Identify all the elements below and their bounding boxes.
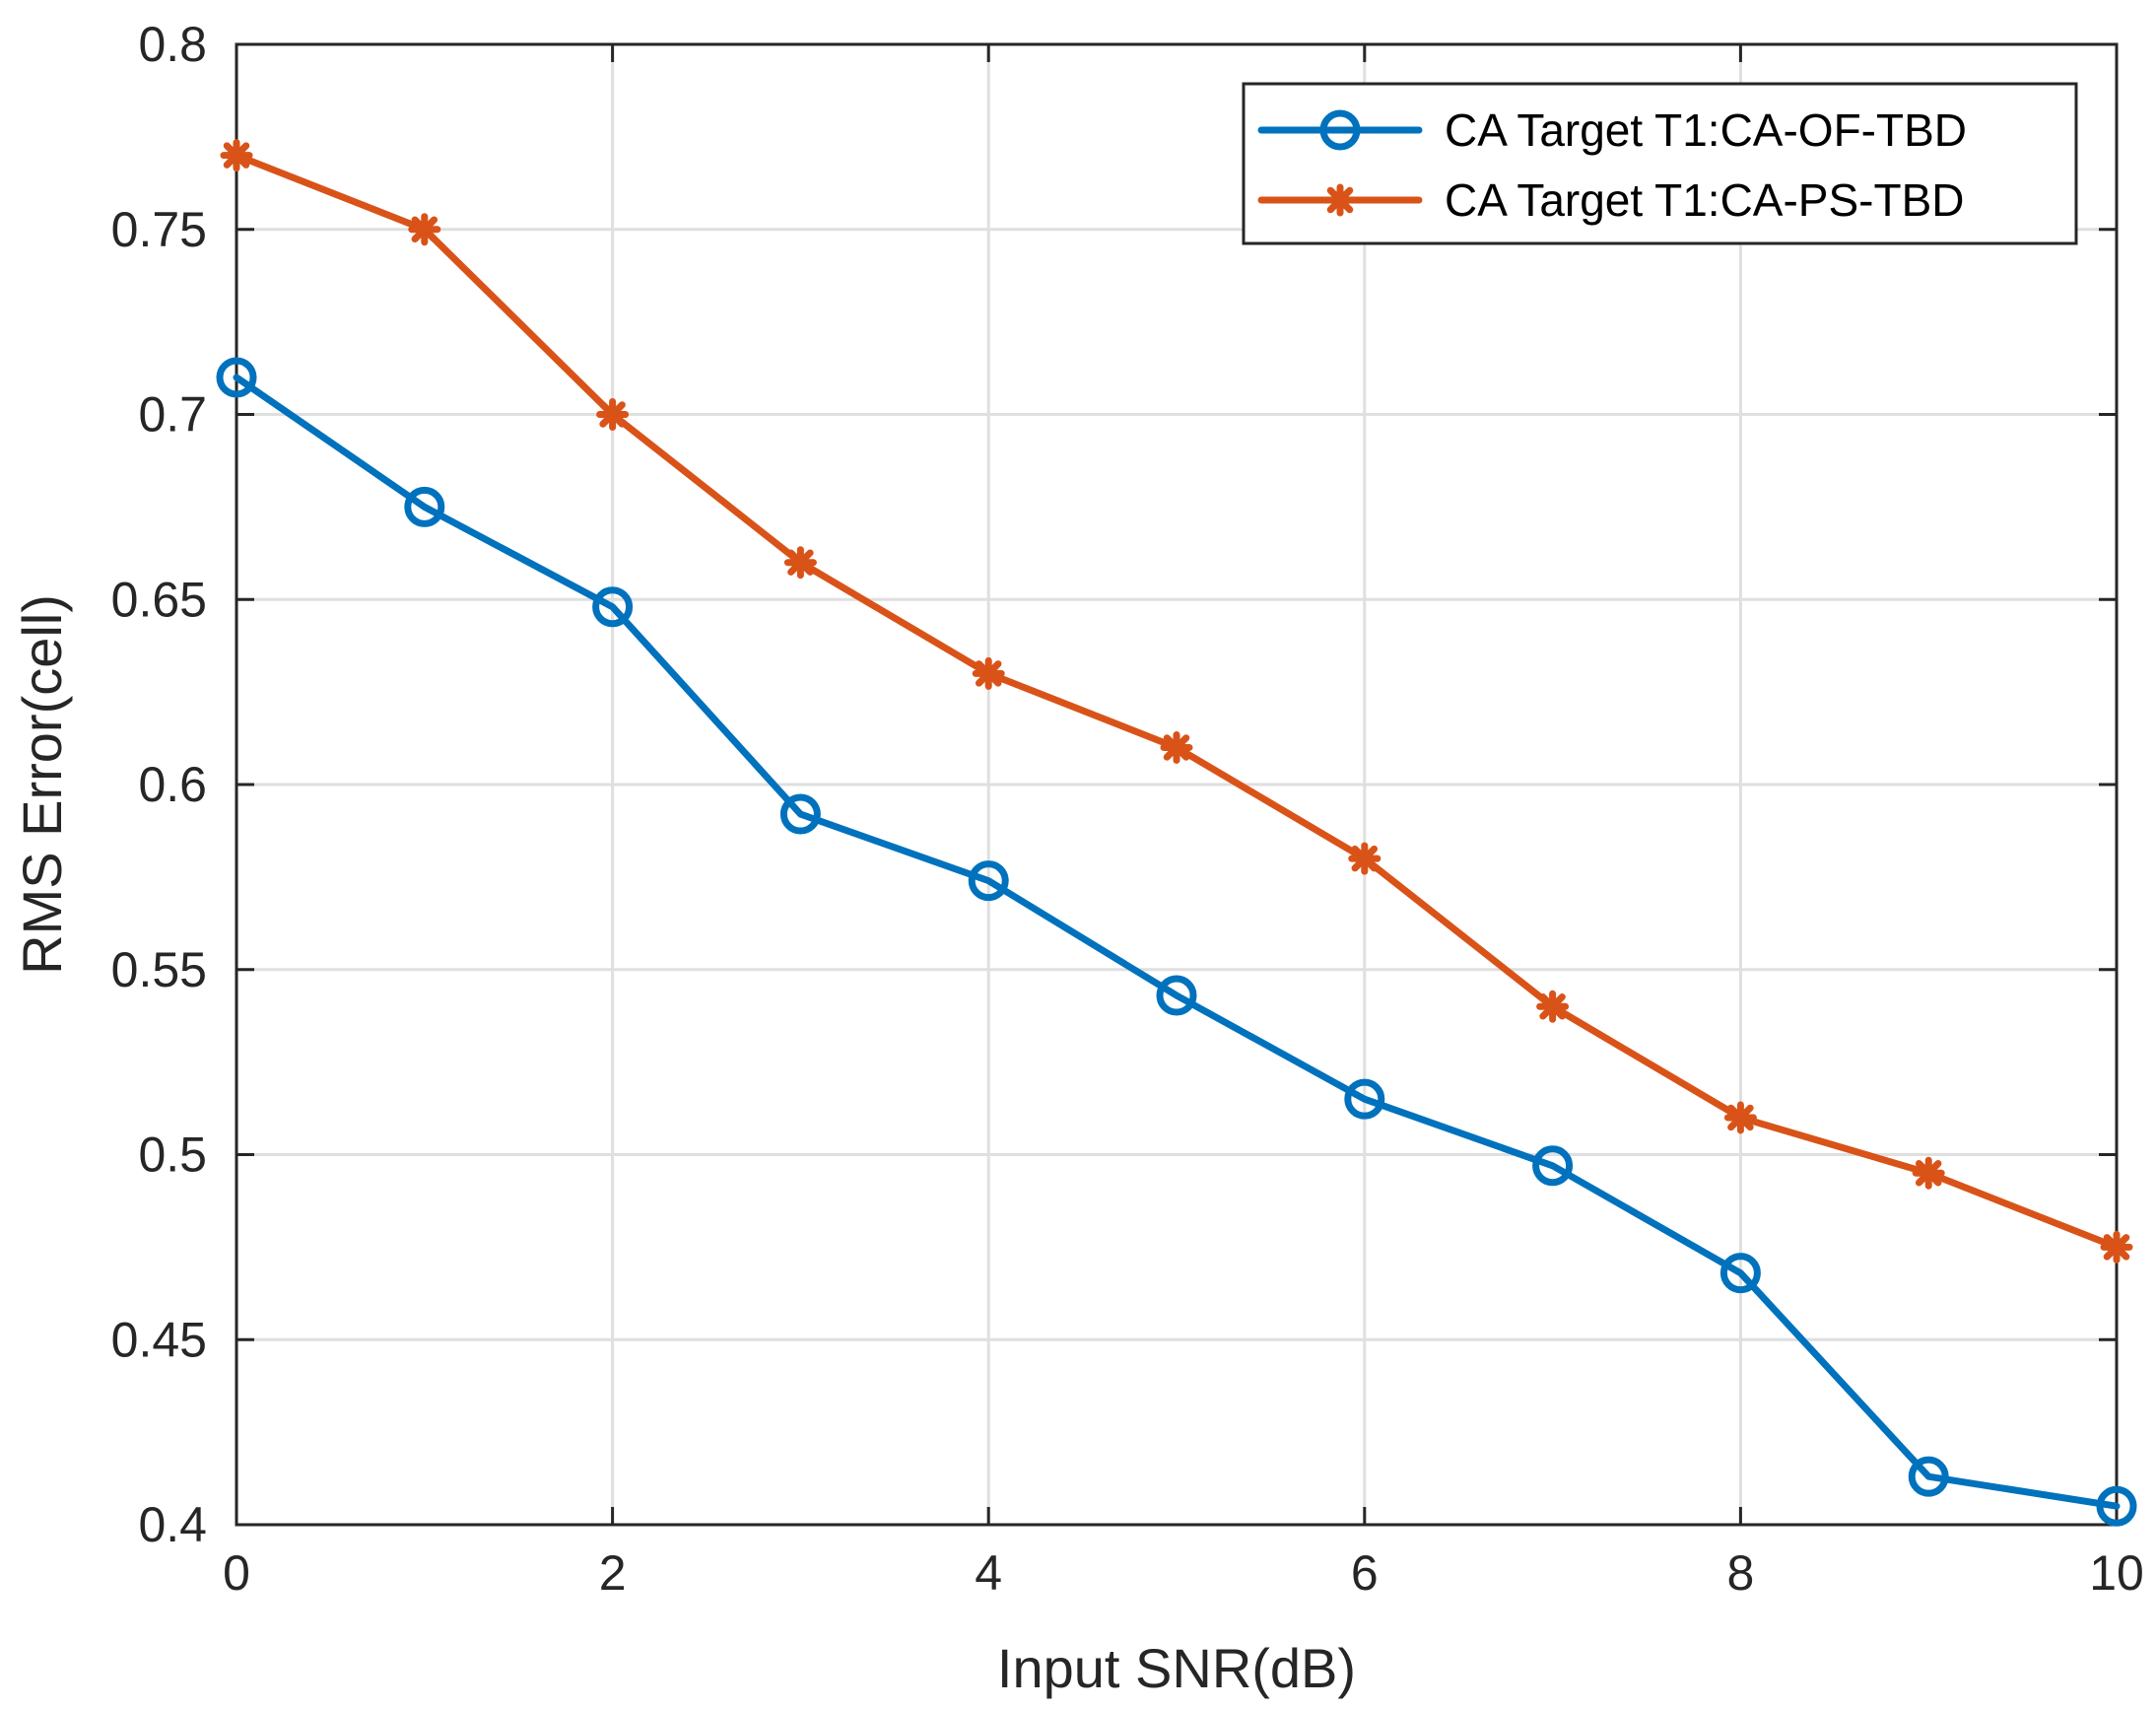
data-point-series-2 bbox=[2100, 1230, 2133, 1264]
x-tick-label: 0 bbox=[223, 1545, 250, 1601]
data-point-series-1 bbox=[1532, 1145, 1574, 1187]
data-point-series-1 bbox=[779, 793, 821, 835]
x-tick-label: 2 bbox=[599, 1545, 627, 1601]
x-axis-title: Input SNR(dB) bbox=[997, 1637, 1356, 1699]
plot-frame bbox=[235, 42, 2119, 1527]
data-point-series-1 bbox=[404, 486, 445, 527]
x-tick-label: 6 bbox=[1351, 1545, 1379, 1601]
data-point-series-1 bbox=[1719, 1253, 1761, 1294]
tick-labels: 0 2 4 6 8 10 0.4 0.45 0.5 0.55 0.6 0.65 0.7 0.75 0.8 bbox=[111, 17, 2144, 1601]
data-point-series-2 bbox=[1348, 842, 1381, 875]
x-tick-label: 4 bbox=[975, 1545, 1002, 1601]
legend-marker-series-1 bbox=[1319, 109, 1361, 151]
data-point-series-2 bbox=[596, 398, 630, 431]
data-point-series-1 bbox=[592, 586, 634, 628]
data-point-series-1 bbox=[1156, 975, 1197, 1016]
legend-label-series-2: CA Target T1:CA-PS-TBD bbox=[1445, 174, 1964, 226]
y-tick-label: 0.8 bbox=[138, 17, 207, 72]
legend-label-series-1: CA Target T1:CA-OF-TBD bbox=[1445, 104, 1967, 156]
data-point-series-1 bbox=[968, 860, 1009, 902]
data-point-series-1 bbox=[1344, 1078, 1385, 1120]
legend-marker-point bbox=[1319, 109, 1361, 151]
data-point-series-1 bbox=[216, 357, 257, 398]
series-1 bbox=[216, 357, 2137, 1527]
x-tick-label: 8 bbox=[1726, 1545, 1754, 1601]
y-tick-label: 0.75 bbox=[111, 202, 207, 257]
legend-box bbox=[1242, 82, 2078, 245]
data-point-series-1 bbox=[1908, 1456, 1949, 1497]
legend: CA Target T1:CA-OF-TBD CA Target T1:CA-P… bbox=[1242, 82, 2078, 245]
y-axis-title: RMS Error(cell) bbox=[11, 594, 73, 975]
y-tick-label: 0.55 bbox=[111, 942, 207, 997]
series-2 bbox=[220, 139, 2133, 1264]
data-point-series-2 bbox=[783, 546, 817, 580]
y-tick-label: 0.7 bbox=[138, 387, 207, 443]
series-line-1 bbox=[233, 374, 2121, 1510]
data-point-series-2 bbox=[220, 139, 253, 172]
y-tick-label: 0.65 bbox=[111, 572, 207, 627]
legend-marker-series-2 bbox=[1323, 183, 1357, 217]
y-tick-label: 0.45 bbox=[111, 1312, 207, 1367]
data-point-series-2 bbox=[1723, 1101, 1757, 1134]
data-point-series-2 bbox=[408, 213, 441, 246]
y-tick-label: 0.5 bbox=[138, 1128, 207, 1183]
legend-marker-point bbox=[1323, 183, 1357, 217]
y-tick-label: 0.4 bbox=[138, 1497, 207, 1552]
x-tick-label: 10 bbox=[2089, 1545, 2144, 1601]
data-point-series-2 bbox=[1160, 730, 1193, 764]
data-point-series-2 bbox=[1536, 990, 1570, 1023]
data-point-series-2 bbox=[972, 656, 1005, 690]
data-point-series-2 bbox=[1912, 1156, 1945, 1190]
y-tick-label: 0.6 bbox=[138, 757, 207, 812]
series-layer bbox=[216, 139, 2137, 1527]
data-point-series-1 bbox=[2096, 1485, 2137, 1527]
